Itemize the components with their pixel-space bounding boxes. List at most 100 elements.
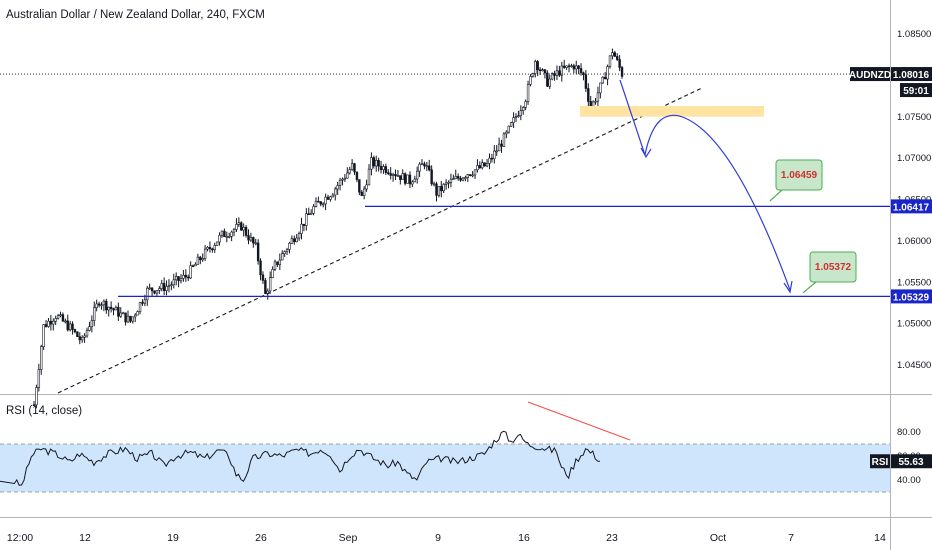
candle-body — [170, 284, 173, 287]
candle-body — [100, 304, 103, 307]
countdown-tag: 59:01 — [903, 86, 929, 97]
last-price-tag: 1.08016 — [893, 70, 930, 81]
candle-body — [550, 73, 554, 80]
price-tick-label: 1.08500 — [897, 29, 931, 40]
candle-body — [379, 165, 383, 170]
arrowhead — [783, 280, 793, 294]
time-tick-label: 19 — [167, 532, 179, 544]
level-tag-bg — [891, 289, 932, 304]
candle-body — [295, 237, 298, 243]
candle-body — [353, 163, 356, 173]
level-tag: 1.05329 — [893, 292, 930, 303]
candle-body — [81, 337, 84, 341]
candle-body — [608, 55, 612, 67]
candle-body — [129, 315, 132, 322]
candle-body — [546, 72, 549, 87]
candle-body — [44, 324, 48, 327]
candle-body — [35, 387, 38, 406]
candle-body — [32, 404, 36, 407]
candle-body — [575, 65, 578, 70]
candle-body — [252, 237, 255, 244]
candle-body — [543, 69, 547, 74]
rsi-tick-label: 40.00 — [897, 475, 921, 486]
rsi-value-tag-bg — [891, 454, 932, 469]
price-tick-label: 1.05500 — [897, 277, 931, 288]
candle-body — [321, 203, 325, 206]
candle-body — [534, 61, 537, 74]
price-callout — [809, 251, 857, 283]
time-tick-label: 23 — [606, 532, 618, 544]
candle-body — [206, 247, 209, 250]
candle-body — [261, 274, 265, 281]
candle-body — [305, 213, 308, 226]
candle-body — [109, 306, 113, 309]
candle-body — [483, 162, 486, 167]
candle-body — [107, 306, 110, 311]
candle-body — [68, 323, 72, 331]
rsi-band — [0, 444, 890, 492]
candle-body — [191, 265, 195, 267]
candle-body — [281, 253, 284, 261]
rsi-value-tag: 55.63 — [898, 457, 923, 468]
candle-body — [199, 256, 202, 261]
candle-body — [618, 59, 621, 68]
candle-body — [396, 175, 400, 177]
candle-body — [76, 331, 79, 337]
candle-body — [134, 314, 137, 318]
candle-body — [348, 169, 351, 174]
candle-body — [264, 280, 267, 294]
price-tick-label: 1.06000 — [897, 236, 931, 247]
candle-body — [469, 174, 472, 176]
candle-body — [230, 231, 233, 237]
candle-body — [394, 174, 397, 177]
candle-body — [268, 277, 272, 292]
candle-body — [461, 177, 465, 181]
candle-body — [567, 65, 571, 68]
candle-body — [401, 173, 404, 180]
candle-body — [367, 168, 371, 186]
candle-body — [562, 65, 566, 68]
candle-body — [428, 165, 431, 171]
candle-body — [179, 278, 183, 282]
candle-body — [189, 265, 192, 279]
candle-body — [611, 52, 614, 57]
candle-body — [331, 194, 335, 198]
candle-body — [90, 320, 94, 328]
candle-body — [418, 163, 421, 172]
candle-body — [500, 143, 503, 147]
candle-body — [389, 173, 392, 176]
price-callout — [775, 159, 823, 191]
candle-body — [350, 163, 354, 170]
candle-body — [603, 76, 607, 80]
candle-body — [613, 52, 617, 57]
candle-body — [365, 184, 368, 190]
rsi-title: RSI (14, close) — [6, 405, 83, 417]
candle-body — [473, 169, 477, 176]
candle-body — [61, 314, 65, 322]
price-tick-label: 1.05000 — [897, 319, 931, 330]
candle-body — [283, 251, 286, 255]
candle-body — [481, 162, 484, 169]
candle-body — [334, 188, 337, 196]
candle-body — [141, 302, 144, 304]
candle-body — [187, 276, 190, 279]
candle-body — [293, 238, 296, 243]
candle-body — [54, 318, 57, 322]
candle-body — [290, 238, 294, 244]
candle-body — [454, 176, 457, 179]
candle-body — [517, 115, 520, 118]
rsi-tick-label: 80.00 — [897, 427, 921, 438]
candle-body — [136, 311, 139, 316]
candle-body — [509, 122, 513, 127]
candle-body — [577, 65, 580, 69]
candle-body — [425, 165, 429, 168]
candle-body — [440, 186, 443, 192]
countdown-tag-bg — [900, 83, 932, 98]
symbol-tag: AUDNZD — [849, 70, 891, 81]
candle-body — [196, 256, 200, 265]
candle-body — [358, 179, 361, 193]
candle-body — [362, 188, 366, 196]
candle-body — [391, 174, 395, 176]
candle-body — [223, 230, 226, 237]
candle-body — [309, 212, 313, 215]
